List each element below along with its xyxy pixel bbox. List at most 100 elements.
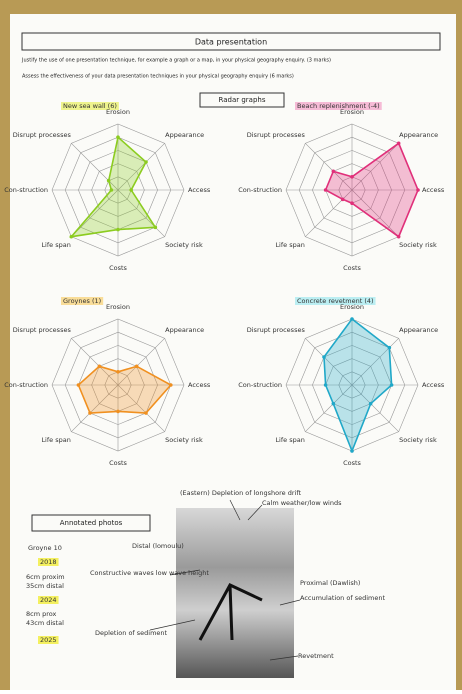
annotation-arrows — [149, 499, 301, 661]
axis-label: Life span — [41, 241, 70, 249]
axis-label: Society risk — [165, 241, 203, 249]
radar-point — [76, 383, 81, 387]
radar-spoke — [71, 338, 119, 386]
section-box — [199, 92, 285, 108]
radar-point — [322, 355, 326, 359]
radar-point — [106, 178, 111, 183]
radar-spoke — [71, 143, 119, 191]
axis-label: Disrupt processes — [13, 131, 72, 139]
annotation: Distal (lomoulu) — [132, 542, 184, 550]
chart-title: Groynes (1) — [63, 297, 101, 305]
section-title: Radar graphs — [219, 96, 266, 104]
axis-label: Costs — [343, 459, 361, 467]
radar-point — [350, 449, 354, 453]
radar-spoke — [71, 384, 119, 432]
radar-point — [88, 411, 92, 415]
note-highlight — [38, 558, 59, 566]
title-highlight — [295, 102, 382, 110]
axis-label: Access — [188, 381, 211, 389]
axis-label: Society risk — [399, 436, 437, 444]
section-title: Annotated photos — [60, 519, 123, 527]
note: 8cm prox — [26, 610, 57, 618]
axis-label: Access — [422, 381, 445, 389]
radar-point — [350, 317, 354, 321]
radar-point — [129, 188, 133, 192]
radar-point — [134, 364, 139, 369]
axis-label: Erosion — [340, 303, 364, 311]
radar-point — [323, 188, 328, 192]
chart-title: Beach replenishment (-4) — [297, 102, 380, 110]
annotation: Proximal (Dawlish) — [300, 579, 360, 587]
radar-point — [387, 345, 392, 350]
radar-point — [396, 234, 401, 239]
radar-spoke — [305, 189, 353, 237]
radar-point — [389, 383, 394, 387]
radar-point — [97, 364, 102, 369]
annotation: Depletion of sediment — [95, 629, 168, 637]
axis-label: Erosion — [106, 303, 130, 311]
axis-label: Con-struction — [4, 381, 48, 389]
radar-spoke — [351, 189, 399, 237]
chart-title: Concrete revetment (4) — [297, 297, 374, 305]
axis-label: Life span — [41, 436, 70, 444]
note: 2018 — [40, 558, 57, 566]
radar-point — [116, 370, 120, 374]
radar-point — [340, 197, 345, 202]
radar-point — [331, 169, 336, 174]
radar-point — [396, 141, 401, 146]
title-highlight — [61, 102, 119, 110]
note: 6cm proxim — [26, 573, 65, 581]
radar-point — [144, 411, 148, 415]
radar-point — [69, 234, 74, 239]
radar-point — [109, 188, 114, 192]
axis-label: Costs — [109, 459, 127, 467]
axis-label: Access — [188, 186, 211, 194]
section-box — [31, 514, 151, 532]
annotation: Constructive waves low wave height — [90, 569, 209, 577]
radar-spoke — [305, 338, 353, 386]
question: Assess the effectiveness of your data pr… — [22, 74, 294, 80]
annotation: (Eastern) Depletion of longshore drift — [180, 489, 302, 497]
axis-label: Disrupt processes — [13, 326, 72, 334]
axis-label: Appearance — [399, 131, 438, 139]
radar-spoke — [71, 189, 119, 237]
axis-label: Disrupt processes — [247, 131, 306, 139]
radar-spoke — [305, 143, 353, 191]
axis-label: Life span — [275, 436, 304, 444]
radar-spoke — [305, 384, 353, 432]
note: 2025 — [40, 636, 57, 644]
annotation: Revetment — [298, 652, 334, 660]
axis-label: Society risk — [399, 241, 437, 249]
axis-label: Erosion — [340, 108, 364, 116]
note: Groyne 10 — [28, 544, 62, 552]
note-highlight — [38, 636, 59, 644]
radar-point — [323, 383, 328, 387]
axis-label: Costs — [343, 264, 361, 272]
axis-label: Appearance — [165, 326, 204, 334]
axis-label: Society risk — [165, 436, 203, 444]
axis-label: Con-struction — [238, 186, 282, 194]
radar-spoke — [351, 143, 399, 191]
radar-point — [416, 188, 420, 192]
radar-spoke — [117, 143, 165, 191]
note: 35cm distal — [26, 582, 64, 590]
radar-spoke — [351, 338, 399, 386]
note-highlight — [38, 596, 59, 604]
title-box — [21, 32, 441, 51]
title-highlight — [295, 297, 376, 305]
photo — [176, 508, 294, 678]
chart-title: New sea wall (6) — [63, 102, 117, 110]
axis-label: Erosion — [106, 108, 130, 116]
radar-spoke — [117, 189, 165, 237]
axis-label: Con-struction — [238, 381, 282, 389]
axis-label: Appearance — [165, 131, 204, 139]
axis-label: Costs — [109, 264, 127, 272]
axis-label: Life span — [275, 241, 304, 249]
photo-railing — [198, 583, 263, 641]
title-highlight — [61, 297, 104, 305]
radar-spoke — [117, 384, 165, 432]
radar-point — [116, 227, 120, 232]
radar-point — [144, 160, 148, 164]
radar-point — [116, 135, 120, 139]
